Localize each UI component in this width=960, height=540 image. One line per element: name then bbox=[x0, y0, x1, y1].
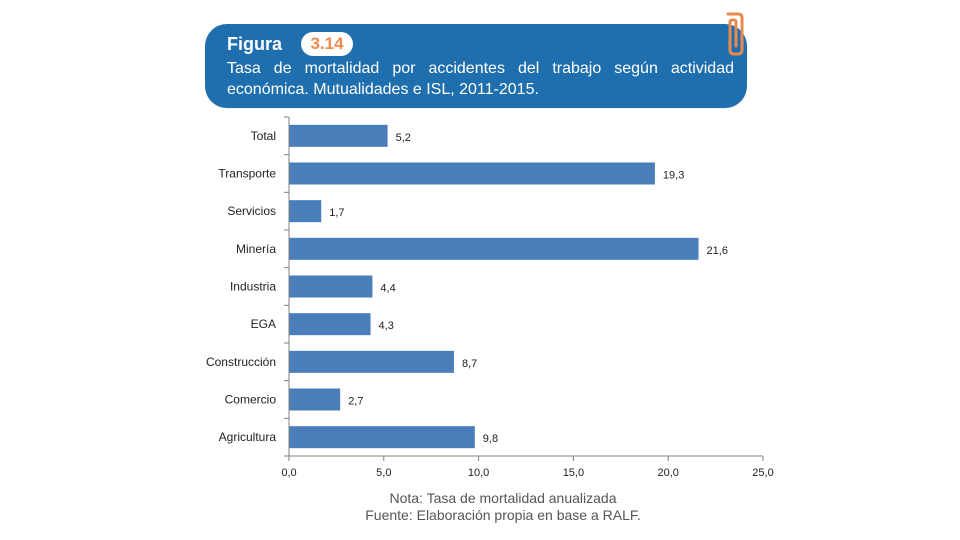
category-label: Servicios bbox=[227, 204, 276, 218]
bar-servicios bbox=[289, 200, 322, 223]
bar-comercio bbox=[289, 388, 341, 411]
bar-minería bbox=[289, 237, 699, 260]
x-tick-label: 0,0 bbox=[281, 467, 296, 479]
category-label: EGA bbox=[251, 317, 276, 331]
axis-layer: 0,0 5,0 10,0 15,0 20,0 25,0 bbox=[281, 116, 774, 479]
source-text: Fuente: Elaboración propia en base a RAL… bbox=[365, 507, 641, 523]
value-labels-layer: 5,2 19,3 1,7 21,6 4,4 4,3 8,7 2,7 9,8 bbox=[329, 132, 728, 445]
category-label: Transporte bbox=[218, 167, 276, 181]
figure-header: Figura 3.14 Tasa de mortalidad por accid… bbox=[205, 24, 747, 108]
value-label: 8,7 bbox=[462, 358, 477, 370]
category-label: Total bbox=[251, 129, 276, 143]
bar-construcción bbox=[289, 350, 454, 373]
value-label: 4,4 bbox=[380, 283, 395, 295]
chart-notes: Nota: Tasa de mortalidad anualizada Fuen… bbox=[333, 490, 673, 524]
value-label: 9,8 bbox=[483, 433, 498, 445]
bar-total bbox=[289, 124, 388, 147]
category-label: Industria bbox=[230, 280, 276, 294]
value-label: 1,7 bbox=[329, 207, 344, 219]
category-label: Comercio bbox=[225, 393, 277, 407]
x-tick-label: 10,0 bbox=[468, 467, 489, 479]
bar-agricultura bbox=[289, 426, 475, 449]
value-label: 5,2 bbox=[396, 132, 411, 144]
value-label: 19,3 bbox=[663, 170, 684, 182]
x-tick-label: 15,0 bbox=[563, 467, 584, 479]
paperclip-icon bbox=[726, 12, 744, 56]
category-label: Minería bbox=[236, 242, 276, 256]
category-label: Construcción bbox=[206, 355, 276, 369]
value-label: 2,7 bbox=[348, 396, 363, 408]
note-text: Nota: Tasa de mortalidad anualizada bbox=[389, 490, 617, 506]
x-tick-label: 20,0 bbox=[657, 467, 678, 479]
x-tick-label: 25,0 bbox=[752, 467, 773, 479]
figure-title: Tasa de mortalidad por accidentes del tr… bbox=[227, 60, 734, 98]
bar-industria bbox=[289, 275, 373, 298]
value-label: 21,6 bbox=[707, 245, 728, 257]
figure-label: Figura bbox=[227, 34, 283, 54]
category-label: Agricultura bbox=[219, 430, 277, 444]
figure-number-badge: 3.14 bbox=[301, 32, 353, 56]
x-tick-label: 5,0 bbox=[376, 467, 391, 479]
value-label: 4,3 bbox=[379, 320, 394, 332]
category-labels-layer: Total Transporte Servicios Minería Industria… bbox=[206, 129, 276, 444]
bar-ega bbox=[289, 313, 371, 336]
bar-transporte bbox=[289, 162, 655, 185]
bars-layer bbox=[289, 124, 699, 449]
